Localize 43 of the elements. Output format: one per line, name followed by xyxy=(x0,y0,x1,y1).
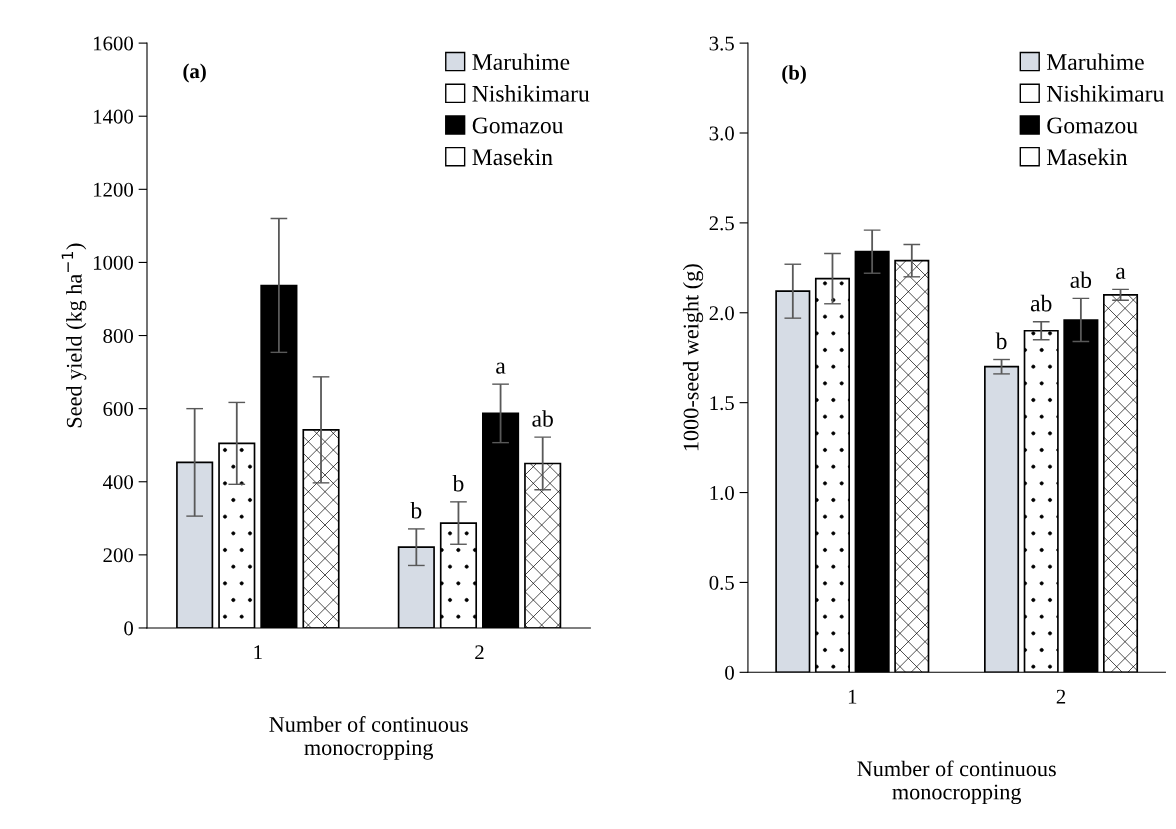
x-tick-label: 1 xyxy=(848,689,857,704)
data-label: a xyxy=(1116,267,1126,280)
data-label: ab xyxy=(1070,271,1092,289)
y-tick-label: 3.0 xyxy=(709,126,734,141)
data-label: ab xyxy=(532,410,553,427)
y-tick-label: 1.5 xyxy=(710,396,734,411)
legend-label: Nishikimaru xyxy=(1046,85,1164,102)
legend-label: Gomazou xyxy=(472,117,564,134)
data-label: b xyxy=(995,332,1007,350)
legend-label: Maruhime xyxy=(472,53,570,71)
x-axis-title: Number of continuous monocropping xyxy=(269,716,468,760)
x-tick-label: 2 xyxy=(1056,689,1066,704)
x-tick-label: 2 xyxy=(475,645,484,660)
y-axis-title: Seed yield (kg ha$^{−1}$) xyxy=(61,243,87,428)
y-axis-title: 1000-seed weight (g) xyxy=(682,264,704,451)
y-tick-label: 600 xyxy=(103,402,134,417)
y-tick-label: 1400 xyxy=(93,109,134,124)
y-tick-label: 200 xyxy=(103,548,134,563)
y-tick-label: 1.0 xyxy=(710,485,734,501)
data-label: b xyxy=(410,501,422,519)
annotation: (b) xyxy=(782,65,806,85)
y-tick-label: 1600 xyxy=(93,36,134,51)
y-tick-label: 800 xyxy=(103,328,134,343)
y-tick-label: 0 xyxy=(725,665,734,680)
y-tick-label: 1200 xyxy=(93,182,134,197)
legend-label: Masekin xyxy=(1046,148,1128,166)
annotation: (a) xyxy=(183,63,206,83)
x-tick-label: 1 xyxy=(254,645,262,660)
data-label: ab xyxy=(1030,294,1052,312)
legend-label: Nishikimaru xyxy=(472,85,590,102)
legend-label: Gomazou xyxy=(1047,117,1138,134)
legend-label: Maruhime xyxy=(1046,53,1144,71)
y-tick-label: 0.5 xyxy=(709,575,734,590)
y-tick-label: 3.5 xyxy=(709,36,734,51)
y-tick-label: 400 xyxy=(102,475,134,490)
y-tick-label: 1000 xyxy=(93,255,134,270)
y-tick-label: 2.5 xyxy=(709,216,734,231)
y-tick-label: 2.0 xyxy=(709,306,734,321)
y-tick-label: 0 xyxy=(124,621,134,636)
data-label: a xyxy=(496,362,506,374)
data-label: b xyxy=(452,474,464,492)
legend-label: Masekin xyxy=(472,148,553,166)
x-axis-title: Number of continuous monocropping xyxy=(857,760,1056,805)
